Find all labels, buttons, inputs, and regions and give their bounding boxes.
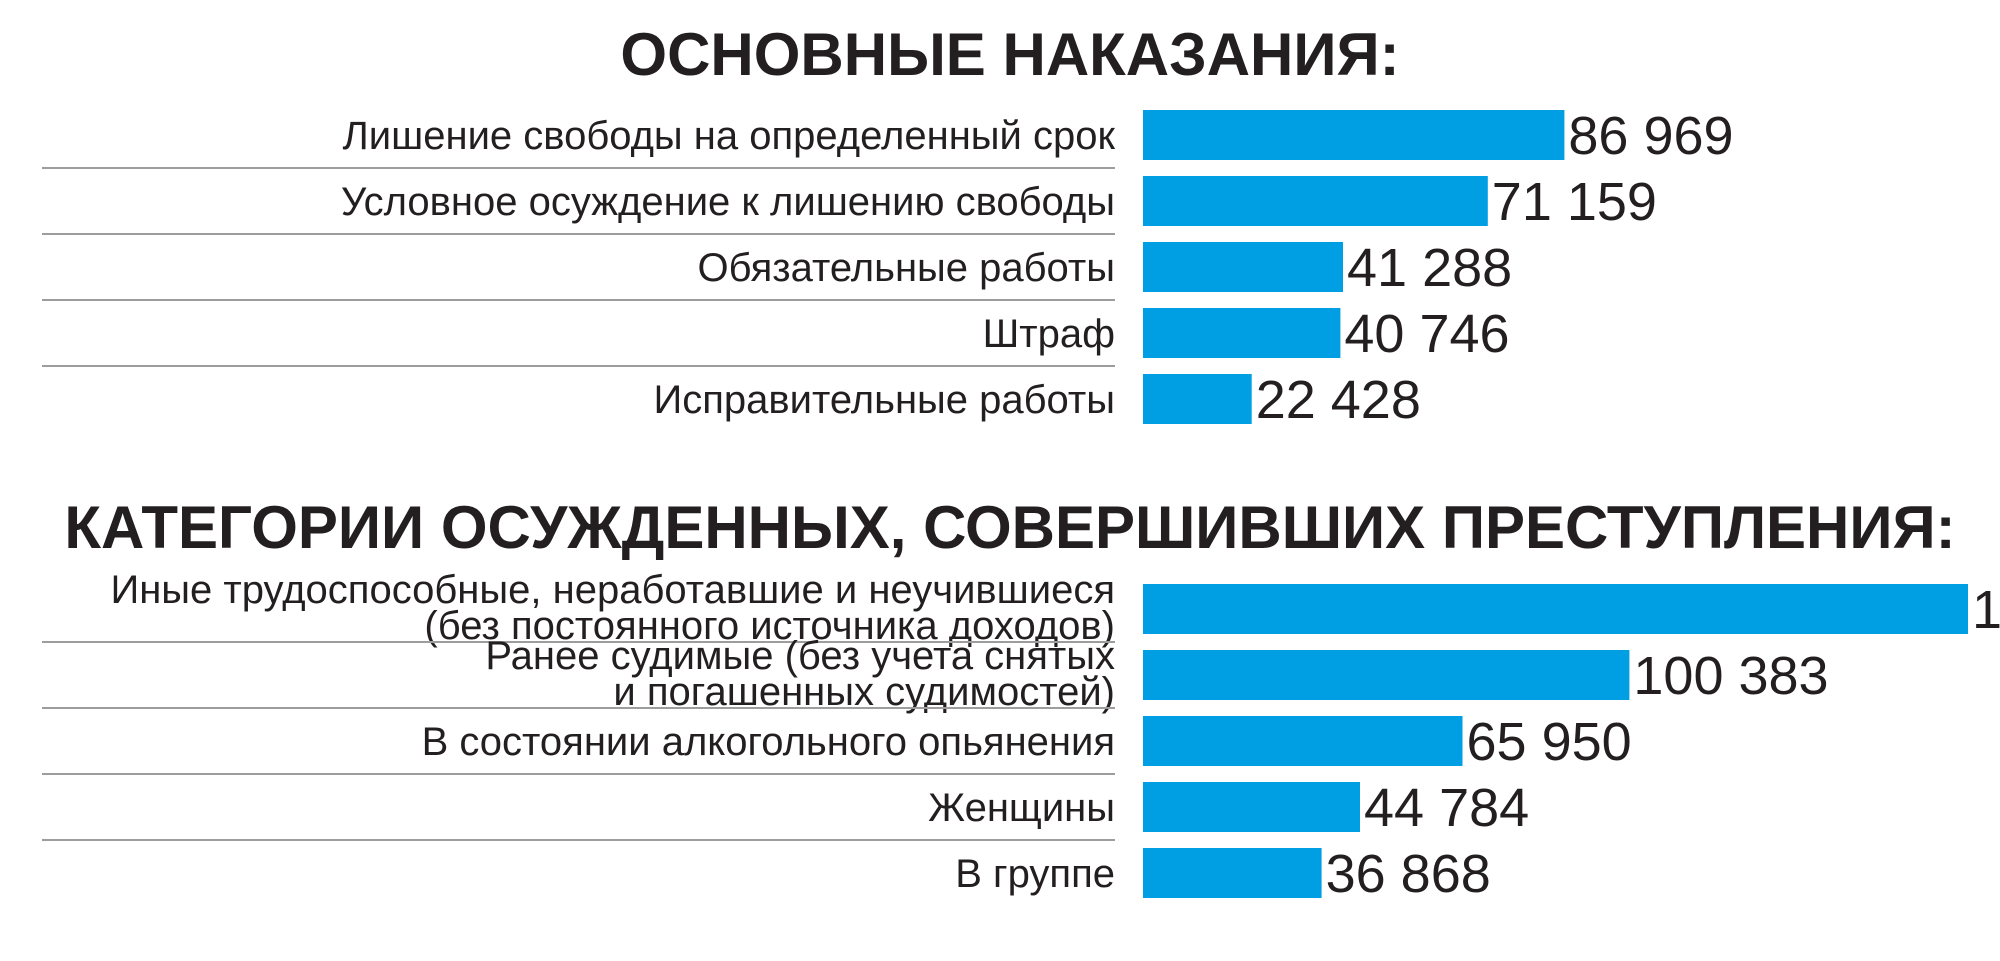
value-label-0-0: 86 969 — [1568, 106, 1733, 166]
value-label-1-4: 36 868 — [1326, 844, 1491, 904]
value-label-0-2: 41 288 — [1347, 238, 1512, 298]
bar-1-2 — [1143, 716, 1463, 766]
category-label-1-4: В группе — [955, 852, 1115, 896]
category-label-0-0: Лишение свободы на определенный срок — [343, 114, 1116, 158]
bar-0-1 — [1143, 176, 1488, 226]
bar-0-0 — [1143, 110, 1565, 160]
chart-marks-convict-categories: 170 271 Иные трудоспособные, неработавшие… — [42, 568, 2000, 904]
category-label-1-0-line-1: (без постоянного источника доходов) — [424, 604, 1115, 648]
value-label-0-4: 22 428 — [1256, 370, 1421, 430]
chart-marks-main-punishments: 86 969 Лишение свободы на определенный ср… — [42, 106, 1734, 430]
bar-1-4 — [1143, 848, 1322, 898]
category-label-0-1: Условное осуждение к лишению свободы — [341, 180, 1115, 224]
category-label-0-2: Обязательные работы — [697, 246, 1115, 290]
bar-0-4 — [1143, 374, 1252, 424]
value-label-1-2: 65 950 — [1467, 712, 1632, 772]
bar-0-2 — [1143, 242, 1343, 292]
bar-1-3 — [1143, 782, 1360, 832]
category-label-0-4: Исправительные работы — [653, 378, 1115, 422]
bar-1-0 — [1143, 584, 1968, 634]
category-label-1-0-line-0: Иные трудоспособные, неработавшие и неуч… — [110, 568, 1115, 612]
bar-1-1 — [1143, 650, 1630, 700]
value-label-1-3: 44 784 — [1364, 778, 1529, 838]
value-label-1-1: 100 383 — [1633, 646, 1828, 706]
category-label-1-1-line-1: и погашенных судимостей) — [613, 670, 1115, 714]
chart-title-convict-categories: КАТЕГОРИИ ОСУЖДЕННЫХ, СОВЕРШИВШИХ ПРЕСТУ… — [64, 494, 1955, 561]
category-label-1-1-line-0: Ранее судимые (без учета снятых — [485, 634, 1115, 678]
value-label-0-3: 40 746 — [1344, 304, 1509, 364]
category-label-1-3: Женщины — [928, 786, 1115, 830]
category-label-0-3: Штраф — [983, 312, 1115, 356]
value-label-0-1: 71 159 — [1492, 172, 1657, 232]
bar-0-3 — [1143, 308, 1341, 358]
category-label-1-2: В состоянии алкогольного опьянения — [422, 720, 1115, 764]
value-label-1-0: 170 271 — [1972, 580, 2000, 640]
chart-title-main-punishments: ОСНОВНЫЕ НАКАЗАНИЯ: — [620, 21, 1399, 88]
